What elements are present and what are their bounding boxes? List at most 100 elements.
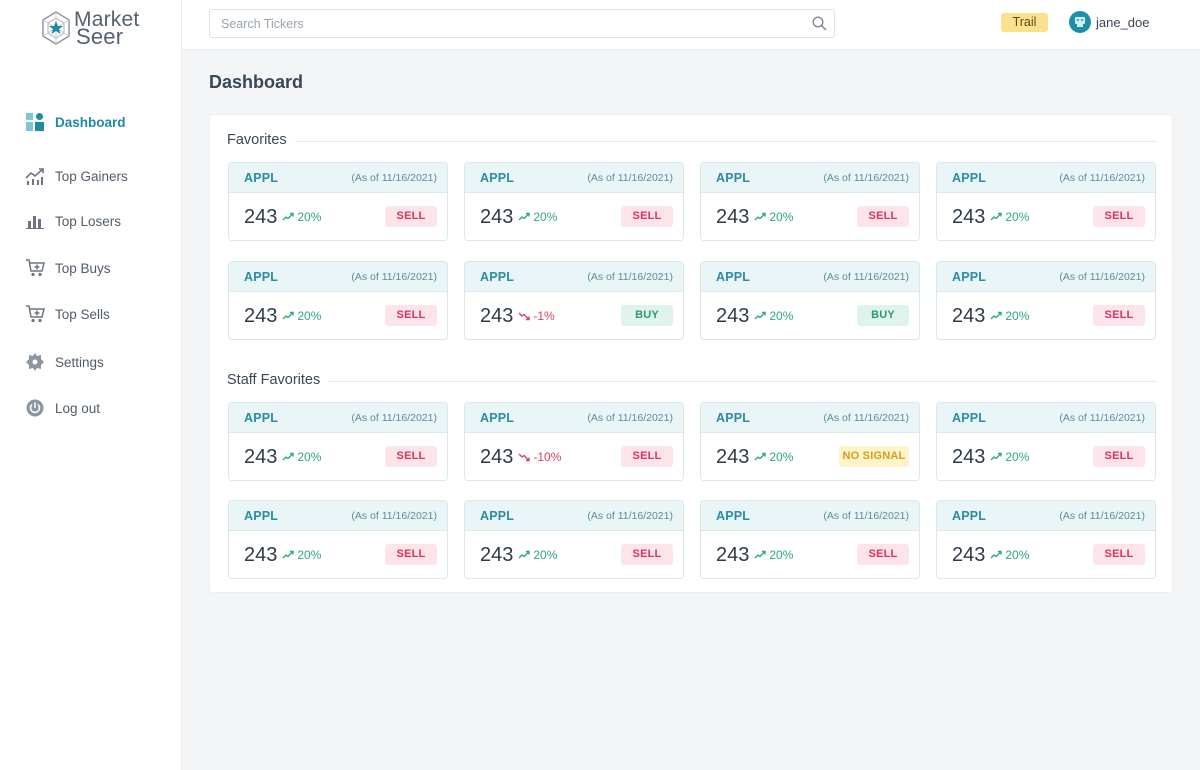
trend-up-icon	[518, 550, 531, 559]
search-icon[interactable]	[812, 16, 827, 36]
price: 243	[952, 445, 986, 468]
plan-badge[interactable]: Trail	[1001, 13, 1048, 32]
sidebar-item-label: Settings	[55, 354, 104, 370]
price: 243	[716, 543, 750, 566]
signal-badge[interactable]: SELL	[1093, 305, 1145, 326]
card-header: APPL (As of 11/16/2021)	[701, 501, 919, 531]
signal-badge[interactable]: SELL	[621, 446, 673, 467]
card-body: 243 20% SELL	[229, 292, 447, 339]
ticker-card[interactable]: APPL (As of 11/16/2021) 243 -10% SELL	[464, 402, 684, 481]
sidebar-item-top-losers[interactable]: Top Losers	[24, 210, 174, 232]
signal-badge[interactable]: SELL	[621, 544, 673, 565]
ticker-card[interactable]: APPL (As of 11/16/2021) 243 20% SELL	[700, 500, 920, 579]
ticker-card[interactable]: APPL (As of 11/16/2021) 243 20% SELL	[464, 500, 684, 579]
signal-badge[interactable]: SELL	[621, 206, 673, 227]
change-percent: 20%	[297, 309, 322, 323]
trend-up-icon	[990, 311, 1003, 320]
section-divider	[328, 381, 1157, 382]
card-header: APPL (As of 11/16/2021)	[229, 262, 447, 292]
sidebar-item-top-buys[interactable]: Top Buys	[24, 257, 174, 279]
change-percent: 20%	[297, 210, 322, 224]
sidebar-item-top-sells[interactable]: Top Sells	[24, 303, 174, 325]
ticker-symbol[interactable]: APPL	[716, 170, 751, 185]
signal-badge[interactable]: SELL	[385, 446, 437, 467]
ticker-symbol[interactable]: APPL	[244, 170, 279, 185]
ticker-card[interactable]: APPL (As of 11/16/2021) 243 20% SELL	[936, 500, 1156, 579]
ticker-symbol[interactable]: APPL	[244, 508, 279, 523]
signal-badge[interactable]: BUY	[621, 305, 673, 326]
change-percent: 20%	[533, 548, 558, 562]
ticker-symbol[interactable]: APPL	[716, 410, 751, 425]
card-header: APPL (As of 11/16/2021)	[701, 403, 919, 433]
logo-mark-icon	[42, 11, 70, 45]
card-body: 243 20% SELL	[937, 193, 1155, 240]
trend-up-icon	[990, 550, 1003, 559]
ticker-symbol[interactable]: APPL	[952, 410, 987, 425]
ticker-card[interactable]: APPL (As of 11/16/2021) 243 20% SELL	[228, 261, 448, 340]
price: 243	[480, 445, 514, 468]
sidebar-item-logout[interactable]: Log out	[24, 397, 174, 419]
trending-up-icon	[24, 165, 46, 187]
user-menu[interactable]: jane_doe	[1069, 11, 1150, 33]
ticker-symbol[interactable]: APPL	[716, 508, 751, 523]
ticker-card[interactable]: APPL (As of 11/16/2021) 243 20% SELL	[936, 162, 1156, 241]
ticker-symbol[interactable]: APPL	[952, 269, 987, 284]
signal-badge[interactable]: BUY	[857, 305, 909, 326]
ticker-symbol[interactable]: APPL	[716, 269, 751, 284]
ticker-card[interactable]: APPL (As of 11/16/2021) 243 20% SELL	[228, 162, 448, 241]
ticker-symbol[interactable]: APPL	[244, 410, 279, 425]
signal-badge[interactable]: SELL	[857, 206, 909, 227]
as-of-date: (As of 11/16/2021)	[823, 509, 909, 522]
ticker-card[interactable]: APPL (As of 11/16/2021) 243 20% SELL	[936, 261, 1156, 340]
card-header: APPL (As of 11/16/2021)	[465, 501, 683, 531]
search-box[interactable]	[209, 9, 835, 38]
dashboard-icon	[24, 111, 46, 133]
signal-badge[interactable]: SELL	[385, 305, 437, 326]
ticker-symbol[interactable]: APPL	[952, 170, 987, 185]
price: 243	[716, 445, 750, 468]
ticker-card[interactable]: APPL (As of 11/16/2021) 243 20% SELL	[936, 402, 1156, 481]
ticker-card[interactable]: APPL (As of 11/16/2021) 243 20% SELL	[228, 500, 448, 579]
ticker-card[interactable]: APPL (As of 11/16/2021) 243 -1% BUY	[464, 261, 684, 340]
change-percent: 20%	[769, 210, 794, 224]
ticker-symbol[interactable]: APPL	[480, 170, 515, 185]
power-icon	[24, 397, 46, 419]
ticker-symbol[interactable]: APPL	[952, 508, 987, 523]
brand-logo[interactable]: Market Seer	[38, 9, 148, 50]
change-percent: 20%	[769, 309, 794, 323]
search-input[interactable]	[210, 10, 790, 37]
ticker-symbol[interactable]: APPL	[244, 269, 279, 284]
trend-up-icon	[282, 212, 295, 221]
ticker-symbol[interactable]: APPL	[480, 269, 515, 284]
signal-badge[interactable]: SELL	[1093, 446, 1145, 467]
change-percent: -10%	[533, 450, 562, 464]
cart-remove-icon	[24, 303, 46, 325]
card-header: APPL (As of 11/16/2021)	[937, 403, 1155, 433]
trend-up-icon	[754, 550, 767, 559]
card-body: 243 20% SELL	[937, 531, 1155, 578]
ticker-card[interactable]: APPL (As of 11/16/2021) 243 20% NO SIGNA…	[700, 402, 920, 481]
price: 243	[480, 304, 514, 327]
ticker-card[interactable]: APPL (As of 11/16/2021) 243 20% SELL	[464, 162, 684, 241]
card-header: APPL (As of 11/16/2021)	[937, 163, 1155, 193]
sidebar-item-top-gainers[interactable]: Top Gainers	[24, 165, 174, 187]
signal-badge[interactable]: SELL	[1093, 544, 1145, 565]
sidebar-item-settings[interactable]: Settings	[24, 351, 174, 373]
signal-badge[interactable]: SELL	[857, 544, 909, 565]
ticker-symbol[interactable]: APPL	[480, 410, 515, 425]
signal-badge[interactable]: SELL	[385, 544, 437, 565]
ticker-symbol[interactable]: APPL	[480, 508, 515, 523]
signal-badge[interactable]: SELL	[385, 206, 437, 227]
ticker-card[interactable]: APPL (As of 11/16/2021) 243 20% SELL	[700, 162, 920, 241]
signal-badge[interactable]: NO SIGNAL	[839, 446, 909, 467]
ticker-card[interactable]: APPL (As of 11/16/2021) 243 20% SELL	[228, 402, 448, 481]
card-header: APPL (As of 11/16/2021)	[701, 262, 919, 292]
trend-up-icon	[518, 212, 531, 221]
ticker-card[interactable]: APPL (As of 11/16/2021) 243 20% BUY	[700, 261, 920, 340]
top-bar: Trail jane_doe	[182, 0, 1200, 50]
price: 243	[716, 304, 750, 327]
sidebar-item-dashboard[interactable]: Dashboard	[24, 111, 174, 133]
trend-up-icon	[754, 311, 767, 320]
signal-badge[interactable]: SELL	[1093, 206, 1145, 227]
change-percent: 20%	[769, 450, 794, 464]
